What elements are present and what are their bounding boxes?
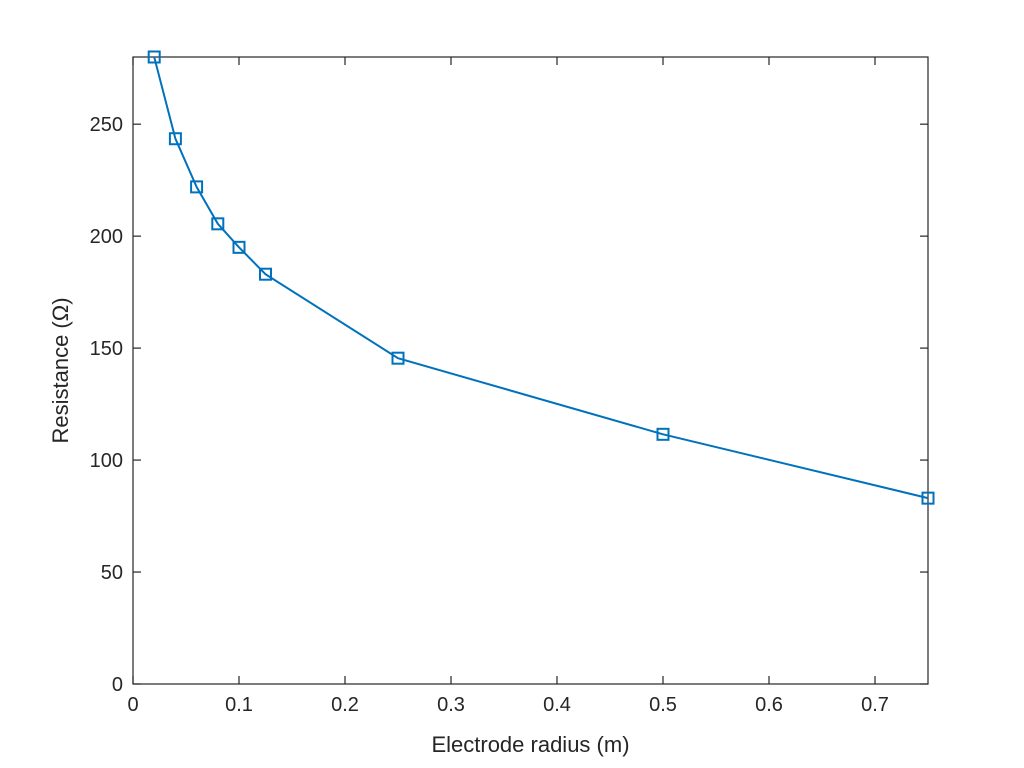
data-point-marker: [232, 240, 246, 254]
x-tick-label: 0.4: [543, 694, 571, 716]
y-tick-label: 200: [90, 226, 123, 248]
x-tick-label: 0.7: [861, 694, 889, 716]
x-tick-label: 0.6: [755, 694, 783, 716]
x-axis-label: Electrode radius (m): [431, 732, 629, 757]
data-point-marker: [168, 132, 182, 146]
x-tick-label: 0.3: [437, 694, 465, 716]
y-tick-label: 100: [90, 450, 123, 472]
y-tick-label: 250: [90, 114, 123, 136]
y-tick-label: 0: [112, 674, 123, 696]
axes-box: [132, 56, 929, 685]
x-axis-ticks: 0 0.1 0.2 0.3 0.4 0.5 0.6 0.7: [127, 57, 889, 716]
series-markers: [147, 50, 935, 505]
data-point-marker: [190, 180, 204, 194]
data-point-marker: [656, 427, 670, 441]
data-point-marker: [147, 50, 161, 64]
data-point-marker: [921, 491, 935, 505]
x-tick-label: 0.5: [649, 694, 677, 716]
x-tick-label: 0: [127, 694, 138, 716]
plot-area: [133, 57, 928, 684]
data-point-marker: [391, 351, 405, 365]
y-tick-label: 150: [90, 338, 123, 360]
data-point-marker: [211, 217, 225, 231]
data-point-marker: [259, 267, 272, 281]
y-axis-label: Resistance (Ω): [48, 297, 73, 443]
y-tick-label: 50: [101, 562, 123, 584]
x-tick-label: 0.2: [331, 694, 359, 716]
series-line: [153, 56, 929, 500]
y-axis-ticks: 0 50 100 150 200 250: [90, 114, 928, 696]
x-tick-label: 0.1: [225, 694, 253, 716]
